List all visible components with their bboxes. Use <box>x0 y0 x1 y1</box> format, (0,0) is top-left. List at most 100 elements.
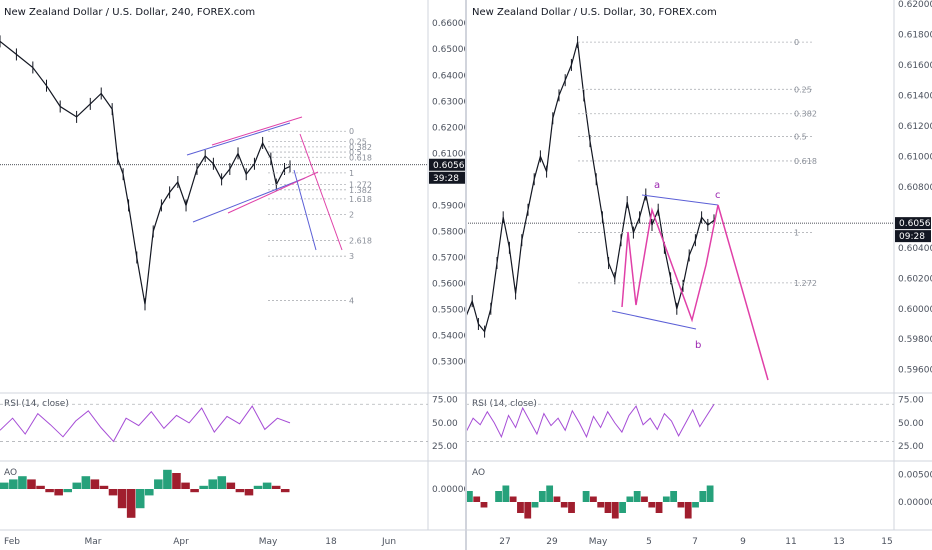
x-tick-label: Mar <box>85 537 102 547</box>
x-tick-label: 7 <box>692 537 698 547</box>
x-tick-label: 9 <box>740 537 746 547</box>
pink-channel-upper <box>211 116 303 146</box>
rsi-tick-label: 25.00 <box>432 442 458 452</box>
x-tick-label: 18 <box>325 537 337 547</box>
pane-divider[interactable] <box>465 0 467 550</box>
ao-bar <box>226 482 236 489</box>
x-tick-label: 29 <box>546 537 558 547</box>
ao-bar <box>54 489 63 496</box>
pink-channel-lower <box>227 171 319 214</box>
ao-label: AO <box>4 468 17 478</box>
ao-bar <box>502 485 510 502</box>
fib-level-label: 2.618 <box>349 237 372 246</box>
ao-bar <box>517 502 524 513</box>
chart-right-svg[interactable]: New Zealand Dollar / U.S. Dollar, 30, FO… <box>466 0 932 550</box>
y-tick-label: 0.62000 <box>898 0 932 10</box>
ao-bar <box>99 485 109 489</box>
fib-level-label: 1.618 <box>349 195 372 204</box>
x-tick-label: 5 <box>646 537 652 547</box>
fib-level-label: 1 <box>794 229 799 238</box>
current-price-label: 0.60562 <box>433 161 466 171</box>
y-tick-label: 0.60200 <box>898 274 932 284</box>
ao-bar <box>524 502 532 519</box>
ao-bar <box>36 485 45 489</box>
ao-bar <box>655 502 663 513</box>
fib-level-label: 0.25 <box>794 85 812 94</box>
chart-right[interactable]: New Zealand Dollar / U.S. Dollar, 30, FO… <box>466 0 932 550</box>
y-tick-label: 0.60000 <box>898 305 932 315</box>
ao-bar <box>262 482 272 489</box>
current-price-label: 0.60562 <box>899 219 932 229</box>
x-tick-label: 13 <box>833 537 844 547</box>
ao-bar <box>9 479 18 489</box>
fib-level-label: 0.5 <box>349 148 362 157</box>
y-tick-label: 0.61600 <box>898 61 932 71</box>
x-tick-label: May <box>259 537 278 547</box>
x-tick-label: May <box>589 537 608 547</box>
rsi-line <box>466 404 715 439</box>
y-tick-label: 0.61200 <box>898 122 932 132</box>
ao-bar <box>117 489 127 509</box>
ao-bar <box>271 485 281 489</box>
fib-level-label: 0.382 <box>794 110 817 119</box>
fib-level-label: 1.382 <box>349 186 372 195</box>
ao-bar <box>466 491 473 502</box>
ao-bar <box>633 491 641 502</box>
ao-bar <box>604 502 612 513</box>
y-tick-label: 0.54000 <box>432 332 466 342</box>
ao-bar <box>546 485 554 502</box>
fib-level-label: 4 <box>349 296 354 305</box>
ao-bar <box>509 496 517 502</box>
ao-bar <box>163 469 172 489</box>
price-series <box>466 41 715 333</box>
ao-bar <box>181 482 190 489</box>
rsi-line <box>0 405 291 443</box>
rsi-tick-label: 75.00 <box>898 396 924 406</box>
y-tick-label: 0.65000 <box>432 45 466 55</box>
ao-bar <box>108 489 118 496</box>
rsi-tick-label: 50.00 <box>898 419 924 429</box>
ao-bar <box>531 502 539 508</box>
ao-bar <box>611 502 619 519</box>
chart-left-svg[interactable]: New Zealand Dollar / U.S. Dollar, 240, F… <box>0 0 466 550</box>
ao-bar <box>699 491 707 502</box>
ao-bar <box>662 496 670 502</box>
fib-level-label: 1.272 <box>349 181 372 190</box>
fib-level-label: 2 <box>349 211 354 220</box>
ao-bar <box>253 485 263 489</box>
ao-bar <box>27 479 36 489</box>
ao-bar <box>63 489 72 493</box>
ao-bar <box>199 485 208 489</box>
ao-bar <box>582 491 590 502</box>
chart-left[interactable]: New Zealand Dollar / U.S. Dollar, 240, F… <box>0 0 466 550</box>
ao-bar <box>670 491 678 502</box>
y-tick-label: 0.55000 <box>432 306 466 316</box>
pink-wave-path <box>621 204 769 381</box>
ao-bar <box>597 502 605 508</box>
x-tick-label: 27 <box>499 537 510 547</box>
wave-label-c: c <box>715 190 721 201</box>
y-tick-label: 0.60400 <box>898 244 932 254</box>
ao-bar <box>135 489 145 509</box>
ao-bar <box>45 489 54 493</box>
ao-bar <box>590 496 597 502</box>
countdown-box <box>429 171 465 184</box>
ao-bar <box>217 476 227 489</box>
ao-tick-label: 0.00000 <box>432 485 466 495</box>
ao-bar <box>81 476 91 489</box>
x-tick-label: 15 <box>881 537 892 547</box>
ao-bar <box>568 502 575 513</box>
fib-level-label: 0.618 <box>794 157 817 166</box>
ao-bar <box>190 489 199 493</box>
ao-tick-label: 0.00500 <box>898 471 932 481</box>
y-tick-label: 0.66000 <box>432 19 466 29</box>
channel-upper-line <box>186 122 291 156</box>
purple-projection-line <box>293 169 317 251</box>
ao-bar <box>172 473 181 489</box>
ao-bar <box>473 496 481 502</box>
ao-bar <box>495 491 502 502</box>
y-tick-label: 0.64000 <box>432 71 466 81</box>
ao-bar <box>684 502 692 519</box>
fib-level-label: 0 <box>794 38 799 47</box>
ao-tick-label: 0.00000 <box>898 498 932 508</box>
